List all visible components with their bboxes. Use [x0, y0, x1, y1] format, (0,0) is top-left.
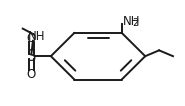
Text: NH: NH: [123, 15, 140, 28]
Text: O: O: [27, 68, 36, 81]
Text: 2: 2: [133, 18, 139, 28]
Text: O: O: [27, 32, 36, 45]
Text: NH: NH: [28, 30, 46, 43]
Text: S: S: [27, 49, 36, 64]
